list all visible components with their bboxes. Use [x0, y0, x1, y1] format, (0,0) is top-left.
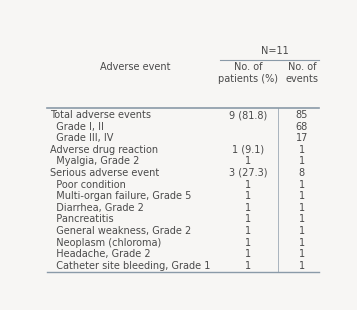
Text: No. of
patients (%): No. of patients (%)	[218, 62, 278, 84]
Text: 1: 1	[245, 261, 251, 271]
Text: 17: 17	[296, 133, 308, 143]
Text: 85: 85	[296, 110, 308, 120]
Text: 1: 1	[245, 237, 251, 248]
Text: 8: 8	[299, 168, 305, 178]
Text: 1: 1	[299, 191, 305, 201]
Text: 1: 1	[245, 156, 251, 166]
Text: Diarrhea, Grade 2: Diarrhea, Grade 2	[50, 203, 144, 213]
Text: 1: 1	[299, 203, 305, 213]
Text: 9 (81.8): 9 (81.8)	[229, 110, 267, 120]
Text: 1: 1	[299, 214, 305, 224]
Text: General weakness, Grade 2: General weakness, Grade 2	[50, 226, 191, 236]
Text: 1: 1	[245, 214, 251, 224]
Text: 68: 68	[296, 122, 308, 132]
Text: Grade I, II: Grade I, II	[50, 122, 104, 132]
Text: 1: 1	[245, 179, 251, 190]
Text: 1: 1	[299, 237, 305, 248]
Text: 1: 1	[245, 249, 251, 259]
Text: Pancreatitis: Pancreatitis	[50, 214, 114, 224]
Text: 1: 1	[299, 261, 305, 271]
Text: 1: 1	[299, 249, 305, 259]
Text: 1: 1	[299, 179, 305, 190]
Text: Myalgia, Grade 2: Myalgia, Grade 2	[50, 156, 140, 166]
Text: Multi-organ failure, Grade 5: Multi-organ failure, Grade 5	[50, 191, 192, 201]
Text: 1: 1	[299, 156, 305, 166]
Text: Catheter site bleeding, Grade 1: Catheter site bleeding, Grade 1	[50, 261, 211, 271]
Text: 1 (9.1): 1 (9.1)	[232, 145, 264, 155]
Text: 1: 1	[245, 203, 251, 213]
Text: Headache, Grade 2: Headache, Grade 2	[50, 249, 151, 259]
Text: 1: 1	[299, 226, 305, 236]
Text: No. of
events: No. of events	[286, 62, 318, 84]
Text: 3 (27.3): 3 (27.3)	[229, 168, 267, 178]
Text: Grade III, IV: Grade III, IV	[50, 133, 114, 143]
Text: 1: 1	[299, 145, 305, 155]
Text: Adverse event: Adverse event	[100, 62, 171, 72]
Text: Neoplasm (chloroma): Neoplasm (chloroma)	[50, 237, 161, 248]
Text: Serious adverse event: Serious adverse event	[50, 168, 160, 178]
Text: Total adverse events: Total adverse events	[50, 110, 151, 120]
Text: Poor condition: Poor condition	[50, 179, 126, 190]
Text: Adverse drug reaction: Adverse drug reaction	[50, 145, 158, 155]
Text: 1: 1	[245, 226, 251, 236]
Text: N=11: N=11	[261, 46, 289, 55]
Text: 1: 1	[245, 191, 251, 201]
